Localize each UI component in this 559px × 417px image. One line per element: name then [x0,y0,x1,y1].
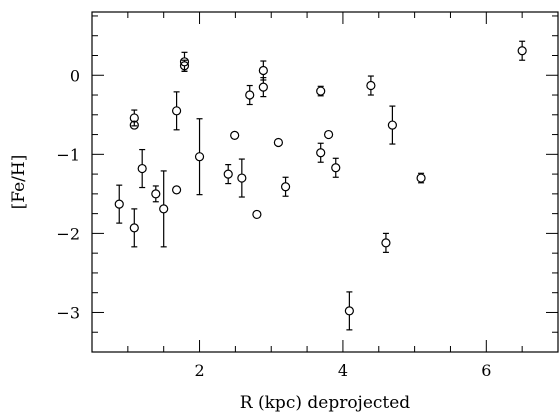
data-point [179,59,190,72]
point-marker [137,163,147,174]
data-point [237,158,247,198]
data-point [151,185,161,203]
point-marker [129,120,139,130]
point-marker [323,129,334,140]
point-marker [237,173,247,183]
x-tick-label: 6 [481,361,491,380]
data-point [258,77,268,98]
y-tick-label: −2 [56,224,80,243]
data-point [316,142,326,163]
y-axis-label: [Fe/H] [9,155,29,210]
point-marker [129,223,139,233]
point-marker [151,189,161,199]
data-point [323,129,334,140]
data-point [171,91,182,131]
data-points [114,40,527,331]
data-point [316,85,326,97]
data-point [137,148,147,189]
x-tick-label: 2 [194,361,204,380]
y-tick-label: 0 [70,66,80,85]
data-point [280,176,291,197]
data-point [387,105,397,145]
plot-frame [91,11,559,353]
x-axis-label: R (kpc) deprojected [240,393,411,413]
point-marker [245,90,255,100]
point-marker [223,169,233,179]
point-marker [114,199,124,209]
data-point [344,291,354,331]
point-marker [129,113,139,123]
data-point [114,184,124,224]
data-point [171,185,182,195]
point-marker [316,148,326,158]
data-point [159,170,169,248]
data-point [252,209,262,220]
data-point [416,172,426,184]
point-marker [179,61,190,71]
point-marker [280,182,291,192]
point-marker [171,185,182,195]
data-point [245,84,255,106]
y-tick-label: −3 [56,303,80,322]
data-point [129,208,139,248]
point-marker [331,163,341,173]
point-marker [344,306,354,316]
point-marker [387,120,397,130]
axis-tick-labels: 2 4 6 0 −1 −2 −3 [56,66,491,380]
data-point [517,40,527,61]
point-marker [194,152,205,162]
axis-ticks [91,12,559,353]
point-marker [159,204,169,214]
data-point [258,60,268,81]
data-point [381,232,391,253]
point-marker [258,82,268,92]
point-marker [366,80,376,91]
data-point [129,120,139,130]
point-marker [381,238,391,248]
data-point [331,157,341,178]
data-point [194,118,205,196]
point-marker [517,46,527,56]
point-marker [316,86,326,96]
point-marker [179,57,190,67]
point-marker [230,130,240,140]
x-tick-label: 4 [338,361,348,380]
point-marker [273,137,283,148]
y-tick-label: −1 [56,145,80,164]
point-marker [258,65,268,76]
point-marker [416,173,426,183]
data-point [230,130,240,140]
point-marker [252,209,262,220]
data-point [273,137,283,148]
data-point [223,164,233,185]
data-point [129,109,139,127]
data-point [366,75,376,96]
point-marker [171,106,182,116]
